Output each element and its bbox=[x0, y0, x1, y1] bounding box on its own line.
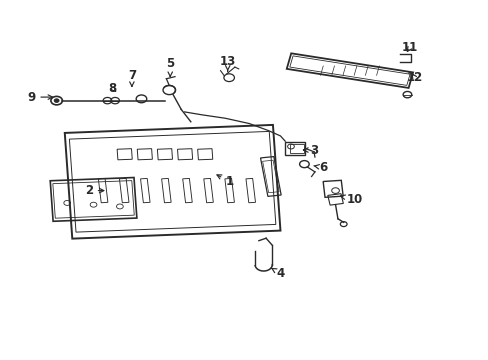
Circle shape bbox=[54, 99, 59, 102]
Text: 10: 10 bbox=[340, 193, 362, 206]
Text: 11: 11 bbox=[401, 41, 417, 54]
Text: 7: 7 bbox=[127, 69, 136, 86]
Text: 12: 12 bbox=[406, 71, 422, 84]
Text: 3: 3 bbox=[303, 144, 317, 157]
Text: 9: 9 bbox=[27, 91, 52, 104]
Text: 13: 13 bbox=[219, 55, 235, 71]
Text: 4: 4 bbox=[270, 267, 284, 280]
Text: 1: 1 bbox=[217, 175, 234, 188]
Text: 5: 5 bbox=[166, 57, 174, 76]
Text: 2: 2 bbox=[84, 184, 103, 197]
Text: 6: 6 bbox=[313, 161, 327, 174]
Text: 8: 8 bbox=[108, 82, 117, 95]
